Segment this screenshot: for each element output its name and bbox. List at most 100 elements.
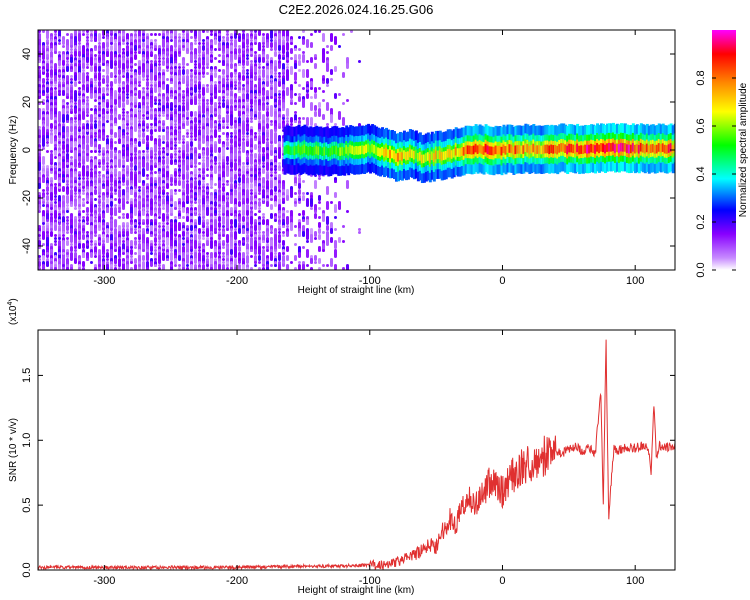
heatmap-noise-cell [262,213,265,216]
heatmap-noise-cell [330,69,333,75]
heatmap-noise-cell [322,249,325,252]
heatmap-noise-cell [266,63,269,66]
heatmap-noise-cell [270,198,273,201]
heatmap-noise-cell [238,177,241,183]
heatmap-band-cell [446,149,450,158]
heatmap-noise-cell [178,141,181,144]
heatmap-noise-cell [58,228,61,231]
heatmap-noise-cell [170,69,173,72]
heatmap-noise-cell [258,132,261,135]
heatmap-noise-cell [170,183,173,186]
heatmap-noise-cell [254,42,257,45]
heatmap-noise-cell [190,267,193,270]
heatmap-noise-cell [158,189,161,192]
colorbar: 0.00.20.40.60.8 Normalized spectral ampl… [695,30,749,278]
heatmap-noise-cell [94,78,97,81]
heatmap-noise-cell [122,138,125,144]
heatmap-noise-cell [74,180,77,183]
heatmap-noise-cell [210,48,213,51]
heatmap-noise-cell [94,180,97,183]
heatmap-noise-cell [142,255,145,261]
heatmap-noise-cell [226,123,229,126]
heatmap-noise-cell [106,153,109,156]
heatmap-noise-cell [130,105,133,108]
spectrogram-y-axis-label: Frequency (Hz) [8,116,19,185]
heatmap-band-cell [468,145,472,155]
heatmap-noise-cell [46,150,49,153]
heatmap-band-cell [317,146,321,156]
heatmap-band-cell [526,144,530,153]
heatmap-noise-cell [246,126,249,129]
heatmap-noise-cell [174,231,177,234]
heatmap-noise-cell [314,255,317,261]
heatmap-noise-cell [66,237,69,240]
heatmap-noise-cell [262,84,265,87]
heatmap-noise-cell [254,30,257,33]
heatmap-noise-cell [282,84,285,90]
heatmap-noise-cell [78,60,81,63]
heatmap-noise-cell [94,69,97,72]
heatmap-noise-cell [182,69,185,75]
heatmap-noise-cell [314,111,317,117]
heatmap-noise-cell [38,111,41,120]
heatmap-noise-cell [230,132,233,135]
heatmap-noise-cell [266,54,269,60]
heatmap-noise-cell [130,231,133,234]
heatmap-noise-cell [202,234,205,237]
heatmap-noise-cell [78,243,81,249]
heatmap-noise-cell [138,90,141,99]
heatmap-noise-cell [178,129,181,132]
heatmap-noise-cell [122,114,125,117]
heatmap-noise-cell [162,201,165,204]
heatmap-noise-cell [38,135,41,138]
heatmap-noise-cell [214,159,217,162]
heatmap-noise-cell [310,204,313,207]
heatmap-noise-cell [106,258,109,261]
heatmap-noise-cell [286,210,289,213]
heatmap-noise-cell [38,30,41,33]
heatmap-noise-cell [202,261,205,264]
heatmap-noise-cell [78,183,81,186]
heatmap-noise-cell [110,75,113,78]
heatmap-noise-cell [314,30,317,33]
heatmap-noise-cell [230,198,233,201]
heatmap-noise-cell [258,78,261,81]
heatmap-noise-cell [162,252,165,261]
heatmap-noise-cell [94,81,97,84]
heatmap-noise-cell [254,75,257,81]
heatmap-noise-cell [234,228,237,231]
heatmap-noise-cell [326,102,329,111]
x-tick-label: 100 [626,575,644,587]
heatmap-noise-cell [146,162,149,171]
heatmap-noise-cell [130,228,133,231]
heatmap-noise-cell [54,129,57,135]
heatmap-noise-cell [254,144,257,150]
heatmap-noise-cell [330,111,333,114]
heatmap-noise-cell [238,171,241,174]
heatmap-noise-cell [246,159,249,162]
heatmap-noise-cell [214,252,217,258]
heatmap-noise-cell [210,156,213,159]
heatmap-noise-cell [226,93,229,96]
heatmap-band-cell [578,145,582,155]
heatmap-band-cell [615,143,619,153]
heatmap-noise-cell [70,90,73,93]
heatmap-noise-cell [358,231,361,234]
heatmap-noise-cell [102,255,105,258]
heatmap-noise-cell [66,162,69,165]
heatmap-noise-cell [266,42,269,48]
heatmap-band-cell [584,144,588,154]
heatmap-noise-cell [222,216,225,225]
heatmap-noise-cell [210,90,213,93]
heatmap-noise-cell [242,30,245,33]
heatmap-noise-cell [190,174,193,177]
heatmap-noise-cell [278,81,281,87]
heatmap-noise-cell [150,135,153,141]
heatmap-noise-cell [122,87,125,90]
heatmap-noise-cell [66,60,69,63]
heatmap-noise-cell [54,105,57,108]
heatmap-noise-cell [270,39,273,42]
heatmap-noise-cell [114,75,117,78]
heatmap-noise-cell [86,222,89,225]
heatmap-noise-cell [166,63,169,66]
